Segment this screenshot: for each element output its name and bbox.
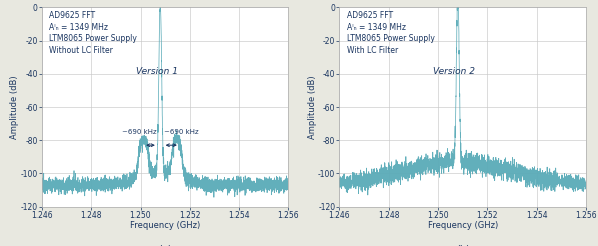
Text: ~690 kHz: ~690 kHz [122,129,157,135]
Text: (a): (a) [158,245,172,246]
Text: ~690 kHz: ~690 kHz [164,129,199,135]
Text: Version 2: Version 2 [433,67,475,76]
Text: Version 1: Version 1 [136,67,178,76]
Text: AD9625 FFT
Aᴵₙ = 1349 MHz
LTM8065 Power Supply
Without LC Filter: AD9625 FFT Aᴵₙ = 1349 MHz LTM8065 Power … [49,11,137,55]
Y-axis label: Amplitude (dB): Amplitude (dB) [307,75,316,139]
Text: AD9625 FFT
Aᴵₙ = 1349 MHz
LTM8065 Power Supply
With LC Filter: AD9625 FFT Aᴵₙ = 1349 MHz LTM8065 Power … [347,11,435,55]
Text: (b): (b) [456,245,469,246]
X-axis label: Frequency (GHz): Frequency (GHz) [130,221,200,230]
X-axis label: Frequency (GHz): Frequency (GHz) [428,221,498,230]
Y-axis label: Amplitude (dB): Amplitude (dB) [10,75,19,139]
